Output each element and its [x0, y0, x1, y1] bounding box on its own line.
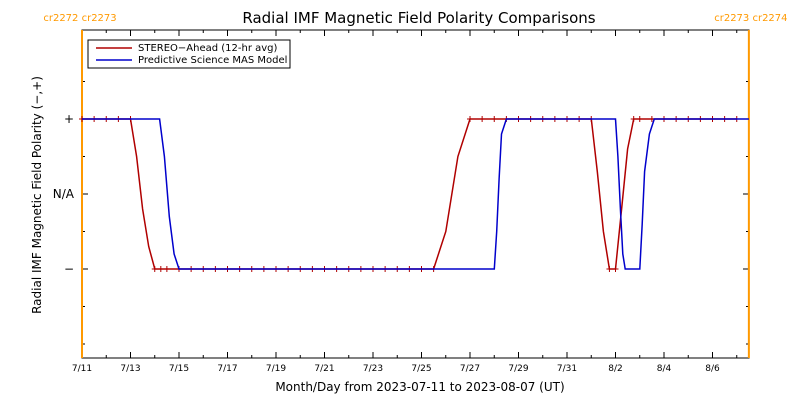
carrington-label: cr2272 cr2273 — [43, 13, 116, 24]
data-point — [491, 116, 498, 122]
x-tick-label: 7/17 — [217, 364, 237, 374]
legend-box — [87, 39, 291, 69]
x-tick-label: 8/4 — [657, 364, 672, 374]
series-line-0 — [82, 118, 737, 270]
plot-frame — [81, 29, 750, 359]
x-tick-label: 7/21 — [314, 364, 334, 374]
data-point — [606, 266, 613, 272]
x-tick-label: 7/29 — [508, 364, 528, 374]
legend: STEREO−Ahead (12-hr avg) Predictive Scie… — [87, 39, 291, 69]
y-tick-label: N/A — [53, 187, 75, 201]
data-point — [630, 116, 637, 122]
x-axis-label: Month/Day from 2023-07-11 to 2023-08-07 … — [275, 380, 564, 394]
series-group — [79, 116, 749, 272]
legend-label-stereo: STEREO−Ahead (12-hr avg) — [138, 43, 278, 54]
carrington-label: cr2273 cr2274 — [714, 13, 787, 24]
x-tick-label: 7/15 — [169, 364, 189, 374]
x-tick-label: 8/2 — [608, 364, 622, 374]
plot-area: −N/A+ 7/11 7/13 7/15 7/17 7/19 7/21 7/23 7/25 7/… — [53, 29, 750, 374]
x-tick-label: 7/19 — [266, 364, 286, 374]
chart-title: Radial IMF Magnetic Field Polarity Compa… — [242, 9, 595, 27]
legend-label-mas: Predictive Science MAS Model — [138, 55, 287, 66]
y-axis-label: Radial IMF Magnetic Field Polarity (−,+) — [30, 76, 44, 314]
y-tick-label: − — [64, 262, 74, 276]
x-tick-label: 7/27 — [460, 364, 480, 374]
x-tick-label: 8/6 — [705, 364, 720, 374]
data-point — [151, 266, 158, 272]
data-point — [467, 116, 473, 122]
data-point — [163, 266, 170, 272]
x-axis-ticks: 7/11 7/13 7/15 7/17 7/19 7/21 7/23 7/25 7/27 7/29… — [72, 30, 738, 374]
data-point — [636, 116, 643, 122]
series-line-1 — [82, 118, 749, 270]
carrington-labels: cr2272 cr2273 cr2273 cr2274 — [43, 13, 787, 24]
data-point — [157, 266, 164, 272]
x-tick-label: 7/13 — [120, 364, 140, 374]
y-tick-label: + — [64, 112, 74, 126]
x-tick-label: 7/25 — [411, 364, 431, 374]
x-tick-label: 7/11 — [72, 364, 92, 374]
carrington-lines — [81, 30, 750, 358]
x-tick-label: 7/31 — [557, 364, 577, 374]
data-point — [479, 116, 486, 122]
data-point — [612, 266, 619, 272]
y-axis-ticks: − N/A + — [53, 81, 749, 345]
x-tick-label: 7/23 — [363, 364, 383, 374]
